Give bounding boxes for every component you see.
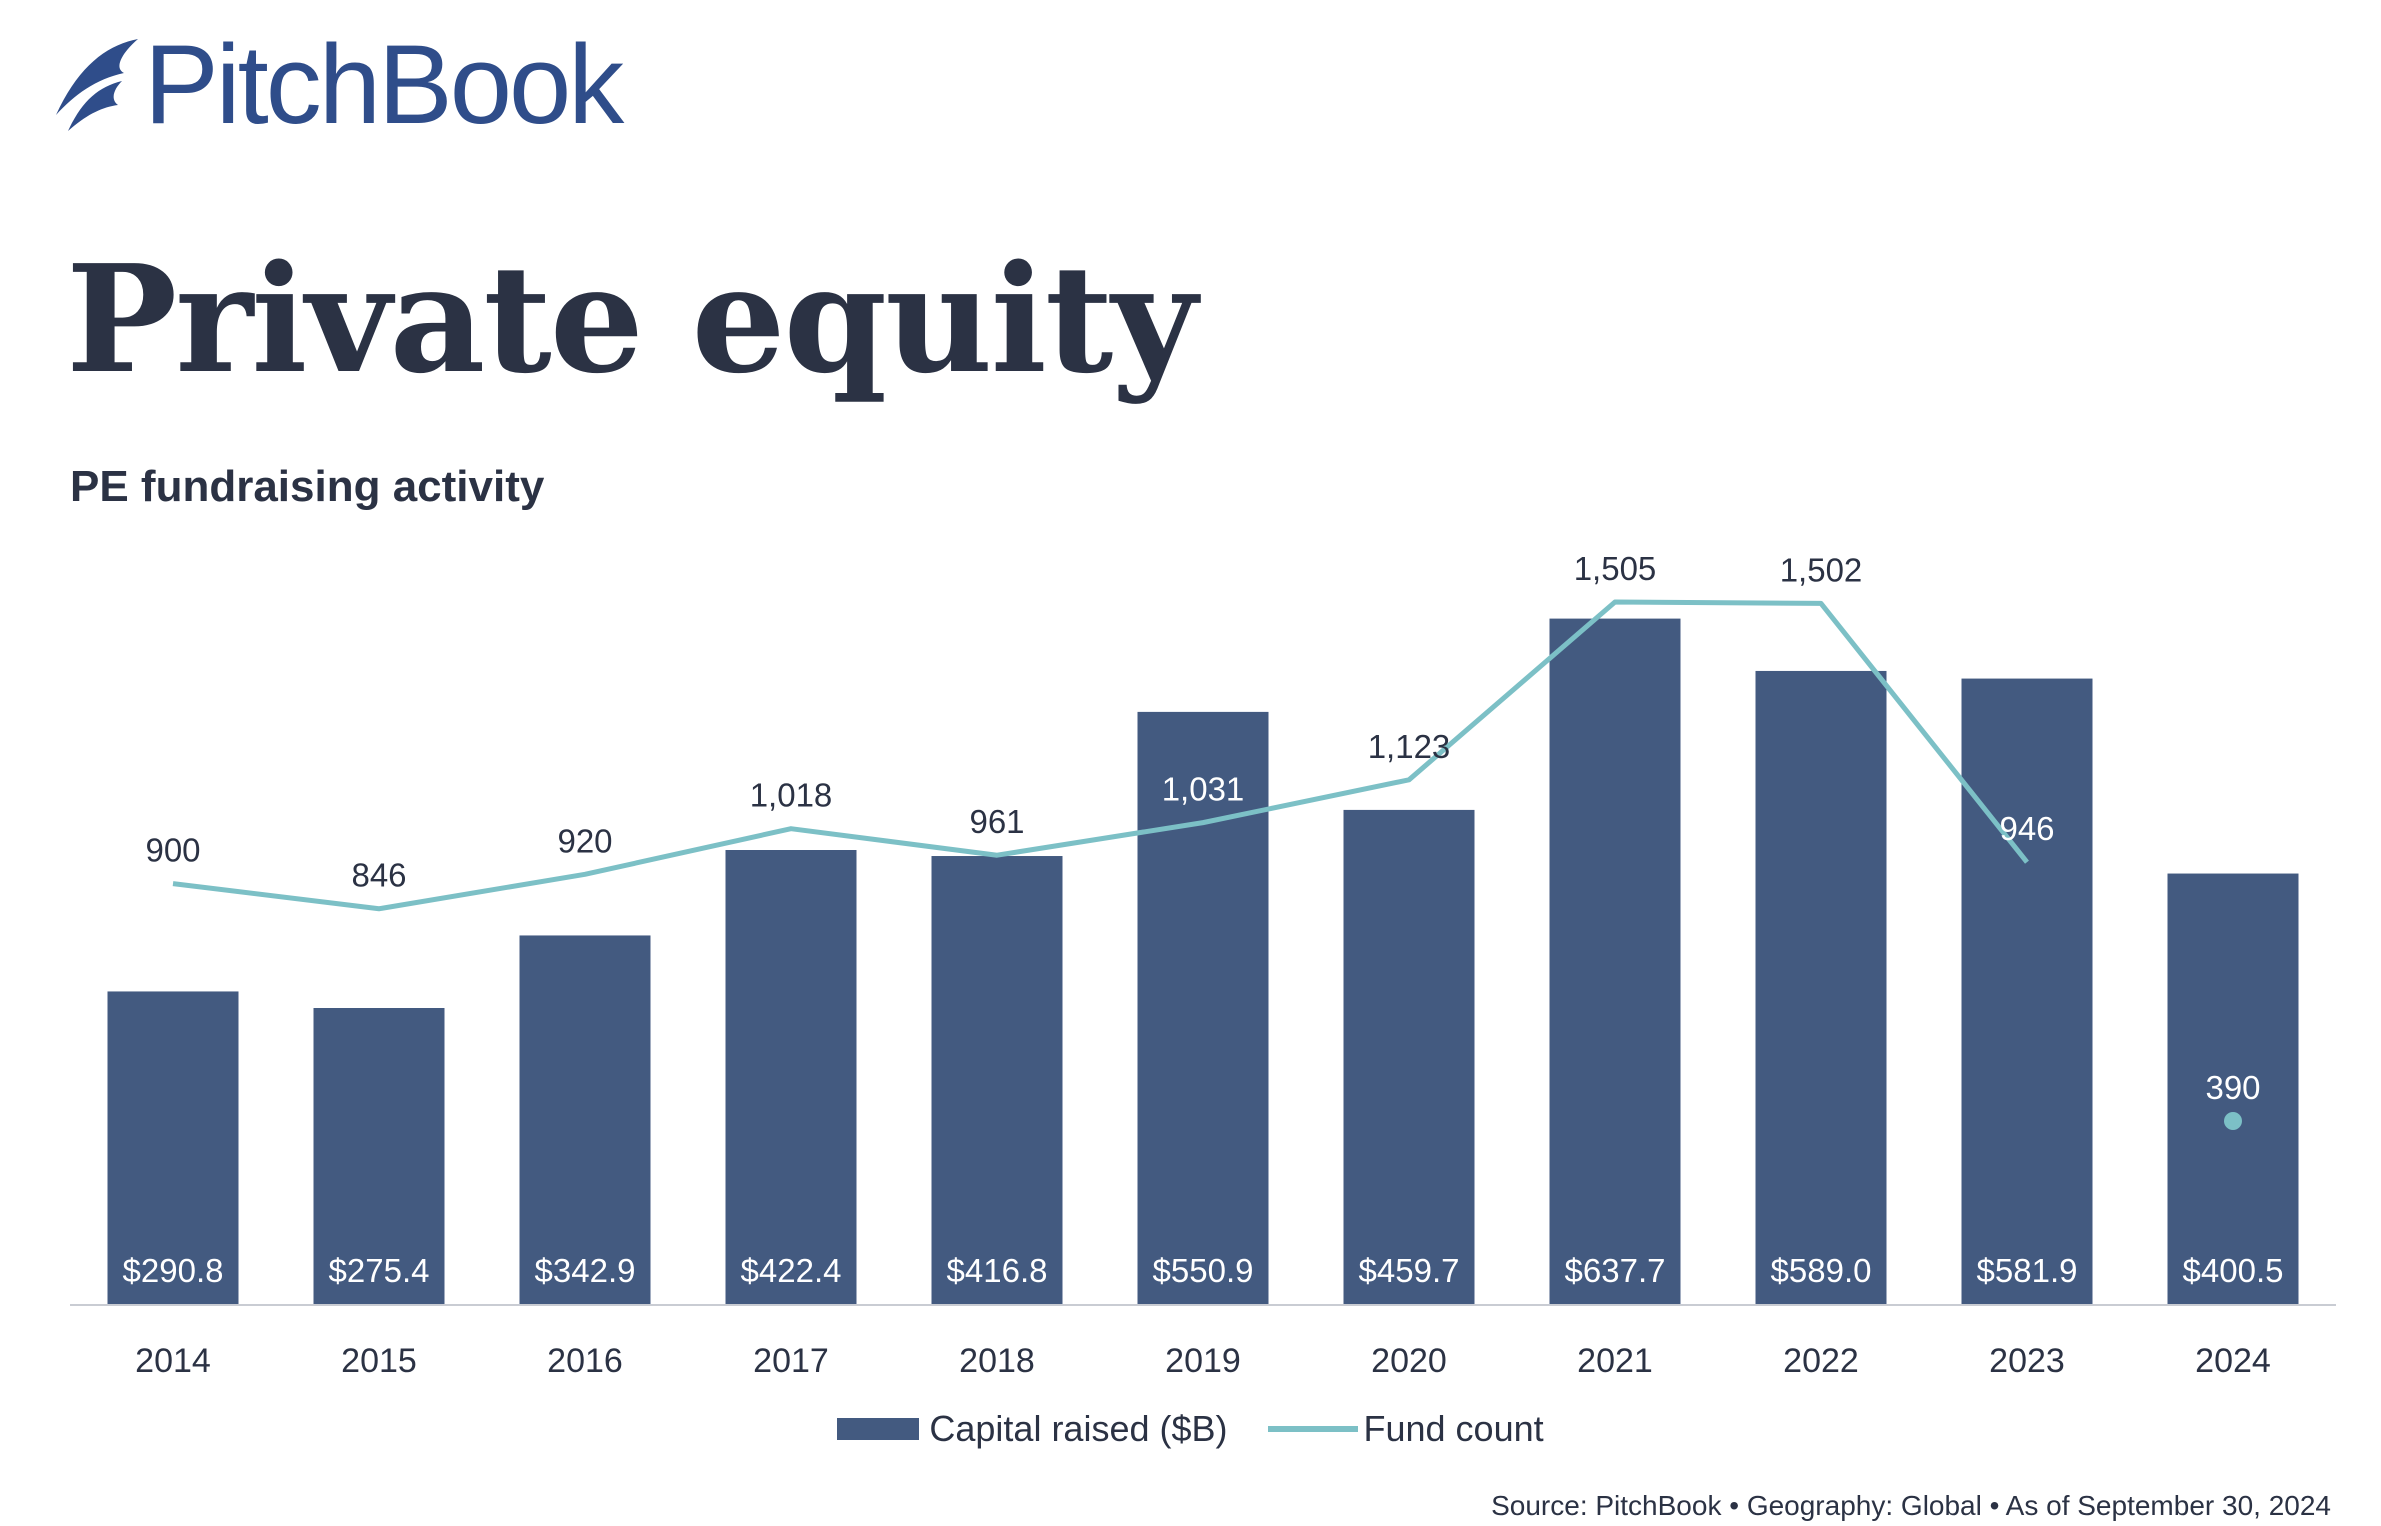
bar-2024 — [2167, 873, 2299, 1304]
x-tick-label-2016: 2016 — [547, 1342, 623, 1380]
bar-value-label-2019: $550.9 — [1153, 1252, 1254, 1289]
bar-2017 — [725, 850, 857, 1304]
pitchbook-sail-icon — [56, 39, 138, 131]
x-tick-label-2020: 2020 — [1371, 1342, 1447, 1380]
legend-swatch-line — [1267, 1426, 1358, 1432]
fund-count-line — [172, 599, 2029, 912]
bar-value-label-2014: $290.8 — [123, 1252, 224, 1289]
bar-value-label-2015: $275.4 — [329, 1252, 430, 1289]
bar-2018 — [931, 856, 1063, 1304]
fund-count-label-2024: 390 — [2205, 1069, 2260, 1106]
legend-swatch-bar — [837, 1418, 920, 1440]
labels-layer: $290.8 $275.4 $342.9 $422.4 $416.8 $550.9 $459… — [123, 550, 2284, 1289]
source-note: Source: PitchBook • Geography: Global • … — [1491, 1490, 2331, 1521]
x-tick-label-2024: 2024 — [2195, 1342, 2271, 1380]
legend-item-capital-raised: Capital raised ($B) — [837, 1408, 1228, 1450]
fund-count-label-2018: 961 — [969, 803, 1024, 840]
bar-value-label-2016: $342.9 — [535, 1252, 636, 1289]
legend-label-capital-raised: Capital raised ($B) — [929, 1408, 1228, 1449]
fund-count-label-2021: 1,505 — [1574, 550, 1657, 587]
bar-2014 — [107, 991, 239, 1304]
x-tick-label-2022: 2022 — [1783, 1342, 1859, 1380]
bar-value-label-2018: $416.8 — [947, 1252, 1048, 1289]
bar-value-label-2023: $581.9 — [1977, 1252, 2078, 1289]
x-tick-label-2023: 2023 — [1989, 1342, 2065, 1380]
bar-2019 — [1137, 711, 1269, 1304]
x-tick-label-2021: 2021 — [1577, 1342, 1653, 1380]
bar-2016 — [519, 935, 651, 1304]
x-tick-label-2014: 2014 — [135, 1342, 211, 1380]
fund-count-label-2016: 920 — [557, 822, 612, 859]
bar-2020 — [1343, 809, 1475, 1304]
page-title: Private equity — [66, 232, 1197, 406]
fund-count-point-2024 — [2224, 1112, 2242, 1130]
bar-2021 — [1549, 618, 1681, 1304]
bar-value-label-2024: $400.5 — [2183, 1252, 2284, 1289]
fund-count-label-2014: 900 — [145, 832, 200, 869]
fund-count-label-2019: 1,031 — [1162, 771, 1245, 808]
bar-value-label-2020: $459.7 — [1359, 1252, 1460, 1289]
x-tick-label-2015: 2015 — [341, 1342, 417, 1380]
brand-name: PitchBook — [144, 22, 624, 147]
fund-count-label-2017: 1,018 — [750, 777, 833, 814]
bar-2015 — [313, 1008, 445, 1304]
fund-count-label-2023: 946 — [1999, 810, 2054, 847]
x-axis: 2014 2015 2016 2017 2018 2019 2020 2021 2022 2023… — [70, 1304, 2336, 1380]
legend-item-fund-count: Fund count — [1267, 1408, 1544, 1450]
bar-2022 — [1755, 670, 1887, 1304]
fund-count-label-2022: 1,502 — [1780, 551, 1863, 588]
fund-count-label-2020: 1,123 — [1368, 728, 1451, 765]
bar-2023 — [1961, 678, 2093, 1304]
fund-count-line-layer — [172, 599, 2242, 1130]
x-tick-label-2019: 2019 — [1165, 1342, 1241, 1380]
chart-legend: Capital raised ($B) Fund count — [0, 1408, 2381, 1450]
bar-value-label-2017: $422.4 — [741, 1252, 842, 1289]
x-tick-label-2017: 2017 — [753, 1342, 829, 1380]
x-tick-label-2018: 2018 — [959, 1342, 1035, 1380]
bar-value-label-2021: $637.7 — [1565, 1252, 1666, 1289]
legend-label-fund-count: Fund count — [1363, 1408, 1544, 1449]
chart-title: PE fundraising activity — [70, 462, 545, 511]
fund-count-label-2015: 846 — [351, 857, 406, 894]
pitchbook-logo: PitchBook — [52, 22, 624, 147]
bars-layer — [107, 618, 2299, 1304]
bar-value-label-2022: $589.0 — [1771, 1252, 1872, 1289]
